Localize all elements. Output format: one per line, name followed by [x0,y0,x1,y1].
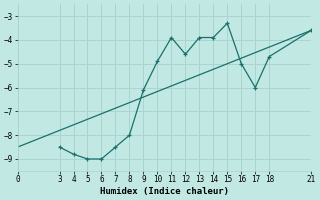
X-axis label: Humidex (Indice chaleur): Humidex (Indice chaleur) [100,187,229,196]
